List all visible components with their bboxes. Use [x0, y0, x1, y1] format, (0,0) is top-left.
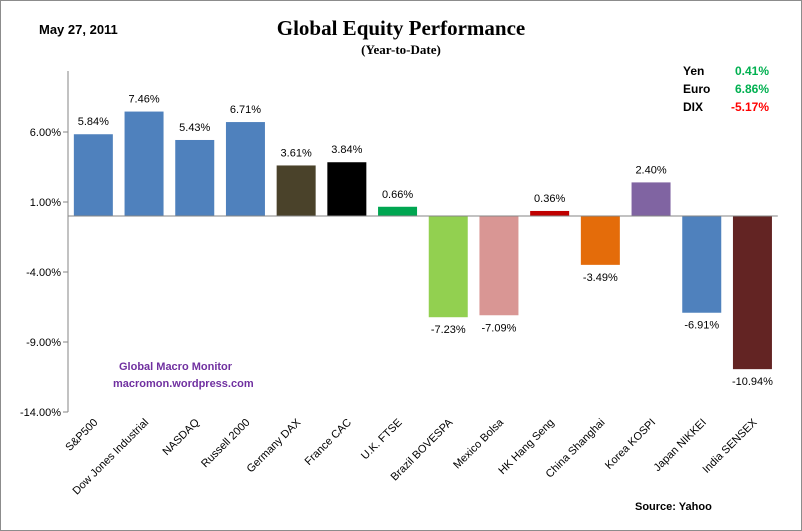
bar-value-label: 7.46%	[128, 94, 159, 106]
bars-group	[73, 111, 772, 370]
category-label: Mexico Bolsa	[451, 416, 506, 471]
bar	[124, 111, 164, 216]
y-tick-label: -9.00%	[26, 337, 61, 349]
y-tick-label: 6.00%	[30, 127, 61, 139]
watermark-line1: Global Macro Monitor	[119, 361, 233, 373]
date-label: May 27, 2011	[39, 22, 118, 37]
bar	[580, 216, 620, 265]
bar	[682, 216, 722, 313]
category-label: France CAC	[303, 417, 354, 468]
category-label: Germany DAX	[245, 416, 304, 475]
bar	[73, 134, 113, 216]
source-label: Source: Yahoo	[635, 501, 712, 513]
currency-value: -5.17%	[731, 100, 769, 114]
bar-value-label: -7.09%	[482, 322, 517, 334]
category-label: Japan NIKKEI	[652, 417, 709, 474]
y-tick-label: 1.00%	[30, 197, 61, 209]
bar	[225, 122, 265, 216]
bar	[378, 206, 418, 216]
category-label: India SENSEX	[700, 416, 760, 476]
currency-value: 6.86%	[735, 82, 769, 96]
bar-value-label: 2.40%	[635, 164, 666, 176]
bar	[631, 182, 671, 216]
currency-name: DIX	[683, 100, 703, 114]
bar	[428, 216, 468, 318]
bar-value-label: -3.49%	[583, 272, 618, 284]
bar-value-label: 5.43%	[179, 122, 210, 134]
watermark-line2: macromon.wordpress.com	[113, 378, 254, 390]
category-label: NASDAQ	[161, 416, 203, 458]
currency-box: Yen 0.41% Euro 6.86% DIX -5.17%	[683, 64, 769, 114]
chart-subtitle: (Year-to-Date)	[361, 42, 441, 57]
bar	[479, 216, 519, 316]
bar	[732, 216, 772, 370]
category-label: Russell 2000	[199, 417, 252, 470]
bar-value-label: -10.94%	[732, 376, 773, 388]
bar-value-label: 3.84%	[331, 144, 362, 156]
bar	[327, 162, 367, 216]
currency-value: 0.41%	[735, 64, 769, 78]
bar-value-label: 5.84%	[78, 116, 109, 128]
category-label: Korea KOSPI	[603, 417, 658, 472]
y-tick-label: -14.00%	[20, 407, 61, 419]
currency-name: Euro	[683, 82, 710, 96]
chart-title: Global Equity Performance	[277, 16, 525, 40]
bar-value-label: -7.23%	[431, 324, 466, 336]
bar-value-label: 3.61%	[281, 147, 312, 159]
bar	[175, 139, 215, 216]
y-axis: 6.00% 1.00% -4.00% -9.00% -14.00%	[20, 71, 69, 419]
bar-value-label: 0.66%	[382, 189, 413, 201]
bar-value-label: -6.91%	[684, 320, 719, 332]
bar	[530, 210, 570, 216]
category-label: S&P500	[63, 417, 100, 454]
currency-name: Yen	[683, 64, 704, 78]
category-label: U.K. FTSE	[359, 417, 405, 463]
y-tick-label: -4.00%	[26, 267, 61, 279]
bar-value-label: 0.36%	[534, 193, 565, 205]
bar-value-label: 6.71%	[230, 104, 261, 116]
bar	[276, 165, 316, 216]
value-labels: 5.84% 7.46% 5.43% 6.71% 3.61% 3.84% 0.66% -7.23…	[78, 94, 773, 389]
